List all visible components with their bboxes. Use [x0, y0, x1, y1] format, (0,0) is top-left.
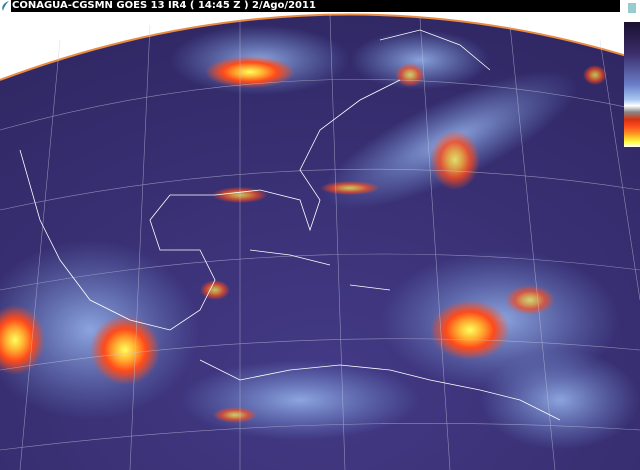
satellite-map	[0, 13, 640, 470]
lat-lon-grid	[0, 14, 640, 470]
image-title: CONAGUA-CGSMN GOES 13 IR4 ( 14:45 Z ) 2/…	[12, 0, 316, 11]
earth-limb	[0, 13, 640, 81]
title-bar: CONAGUA-CGSMN GOES 13 IR4 ( 14:45 Z ) 2/…	[0, 0, 620, 12]
temperature-colorbar	[624, 22, 640, 147]
conagua-logo-icon	[0, 0, 11, 12]
coastlines	[19, 29, 561, 421]
smn-logo-icon	[628, 3, 636, 13]
